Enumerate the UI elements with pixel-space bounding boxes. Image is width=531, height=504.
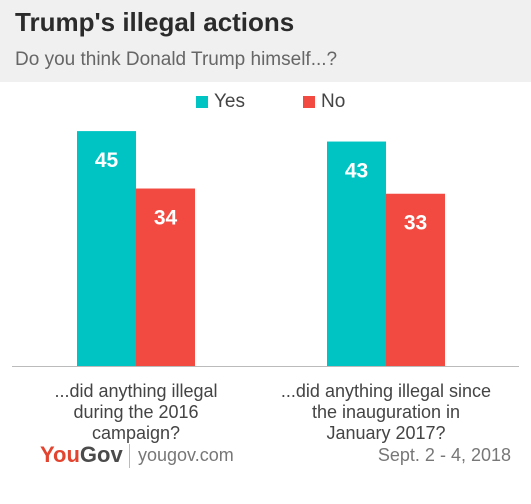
category-label-2-line-1: ...did anything illegal since	[281, 381, 491, 401]
bar-yes-1	[77, 131, 136, 366]
category-label-1-line-1: ...did anything illegal	[54, 381, 217, 401]
bar-no-1	[136, 188, 195, 366]
legend-item-yes: Yes	[196, 91, 245, 113]
footer-date: Sept. 2 - 4, 2018	[377, 445, 511, 465]
data-label-no-2: 33	[404, 212, 427, 235]
header: Trump's illegal actions Do you think Don…	[0, 0, 531, 82]
category-label-2-line-3: January 2017?	[326, 423, 445, 443]
data-label-yes-2: 43	[345, 160, 368, 183]
legend: Yes No	[0, 91, 531, 115]
footer-site: yougov.com	[138, 445, 234, 465]
chart-title: Trump's illegal actions	[15, 7, 295, 37]
legend-label-yes: Yes	[214, 91, 245, 112]
data-label-yes-1: 45	[95, 149, 119, 172]
category-label-1-line-3: campaign?	[92, 423, 180, 443]
legend-swatch-no	[303, 96, 315, 108]
legend-item-no: No	[303, 91, 345, 113]
footer-separator	[129, 444, 130, 468]
category-label-1-line-2: during the 2016	[73, 402, 198, 422]
legend-label-no: No	[321, 91, 346, 112]
bar-no-2	[386, 193, 445, 366]
bar-yes-2	[327, 141, 386, 366]
yougov-logo: YouGov	[40, 442, 123, 467]
data-label-no-1: 34	[154, 207, 178, 230]
category-label-2-line-2: the inauguration in	[312, 402, 460, 422]
chart-subtitle: Do you think Donald Trump himself...?	[15, 49, 338, 70]
legend-swatch-yes	[196, 96, 208, 108]
